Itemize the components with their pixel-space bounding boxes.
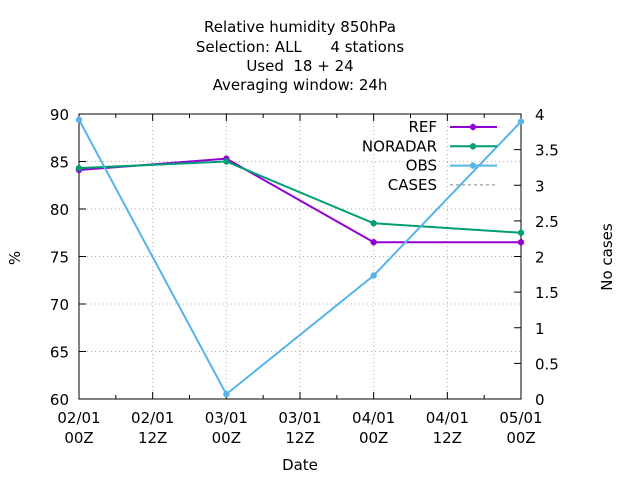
axis-ticks: [78, 113, 522, 400]
y-tick-label: 85: [50, 154, 69, 172]
data-point-ref: [517, 239, 525, 246]
legend-label-obs: OBS: [406, 157, 437, 175]
legend-label-noradar: NORADAR: [362, 137, 437, 155]
x-tick-label-hour: 12Z: [433, 429, 462, 447]
y-tick-label: 80: [50, 201, 69, 219]
data-point-noradar: [517, 229, 525, 236]
y2-tick-label: 0: [535, 391, 545, 409]
x-tick-label-date: 03/01: [205, 409, 248, 427]
y-axis-label: %: [6, 251, 24, 265]
y2-tick-label: 0.5: [535, 355, 559, 373]
data-point-obs: [75, 116, 83, 123]
data-point-obs: [223, 391, 230, 398]
x-tick-label-hour: 00Z: [506, 429, 535, 447]
chart-title: Relative humidity 850hPa Selection: ALL …: [196, 18, 404, 94]
y2-tick-label: 2: [535, 249, 545, 267]
legend-marker-ref: [469, 123, 477, 131]
series-layer: [75, 116, 525, 398]
series-noradar: [75, 158, 525, 236]
x-tick-label-date: 04/01: [352, 409, 395, 427]
y2-tick-label: 4: [535, 106, 545, 124]
x-tick-label-hour: 00Z: [64, 429, 93, 447]
x-tick-label-date: 03/01: [278, 409, 321, 427]
x-tick-label-hour: 12Z: [285, 429, 314, 447]
data-point-obs: [517, 118, 525, 125]
grid: [79, 114, 521, 399]
y2-axis-label: No cases: [598, 223, 616, 291]
x-tick-label-date: 02/01: [57, 409, 100, 427]
x-tick-label-hour: 00Z: [212, 429, 241, 447]
data-point-noradar: [75, 164, 83, 172]
y2-tick-label: 2.5: [535, 213, 559, 231]
data-point-noradar: [223, 158, 230, 165]
legend-label-cases: CASES: [388, 176, 437, 194]
x-tick-label-hour: 00Z: [359, 429, 388, 447]
title-line-3: Used 18 + 24: [246, 57, 353, 75]
y-tick-label: 90: [50, 106, 69, 124]
y-tick-label: 75: [50, 249, 69, 267]
series-line-noradar: [78, 160, 522, 234]
legend-marker-noradar: [469, 143, 477, 150]
series-line-ref: [78, 157, 521, 244]
x-axis-label: Date: [282, 456, 318, 474]
title-line-2: Selection: ALL 4 stations: [196, 38, 404, 56]
series-ref: [75, 155, 525, 246]
data-point-obs: [370, 272, 377, 279]
x-tick-label-date: 05/01: [499, 409, 542, 427]
y2-tick-label: 1: [535, 320, 545, 338]
legend-label-ref: REF: [408, 118, 437, 136]
y-tick-label: 60: [50, 391, 69, 409]
y2-tick-labels: 0 0.5 1 1.5 2 2.5 3 3.5 4: [535, 106, 559, 409]
y-tick-labels: 60 65 70 75 80 85 90: [50, 106, 69, 409]
legend-marker-obs: [469, 162, 477, 169]
y-tick-label: 65: [50, 344, 69, 362]
x-tick-label-date: 02/01: [131, 409, 174, 427]
y2-tick-label: 3.5: [535, 142, 559, 160]
data-point-noradar: [370, 220, 377, 227]
data-point-ref: [370, 239, 377, 246]
y2-tick-label: 1.5: [535, 284, 559, 302]
series-obs: [75, 116, 525, 398]
x-tick-label-hour: 12Z: [138, 429, 167, 447]
title-line-1: Relative humidity 850hPa: [204, 18, 396, 36]
y-tick-label: 70: [50, 296, 69, 314]
title-line-4: Averaging window: 24h: [213, 76, 388, 94]
y2-tick-label: 3: [535, 177, 545, 195]
x-tick-label-date: 04/01: [426, 409, 469, 427]
series-line-obs: [78, 119, 522, 396]
x-tick-labels: 02/01 00Z 02/01 12Z 03/01 00Z 03/01 12Z 04/01 00Z…: [57, 409, 542, 447]
